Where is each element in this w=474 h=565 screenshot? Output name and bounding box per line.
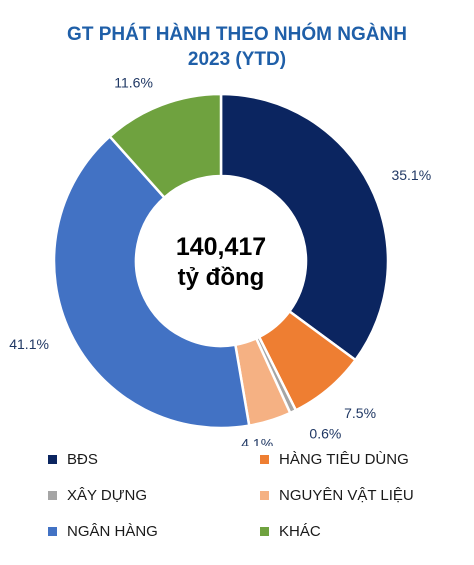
legend-item-hang-tieu-dung: HÀNG TIÊU DÙNG — [260, 451, 409, 468]
chart-legend: BĐS HÀNG TIÊU DÙNG XÂY DỰNG NGUYÊN VẬT LIỆU… — [0, 446, 474, 556]
legend-item-bds: BĐS — [48, 451, 98, 468]
data-label-hang-tieu-dung: 7.5% — [344, 405, 376, 421]
center-total-value: 140,417 — [176, 233, 266, 261]
legend-label: KHÁC — [279, 523, 321, 540]
legend-marker — [260, 455, 269, 464]
data-label-ngan-hang: 41.1% — [9, 336, 49, 352]
donut-chart: 35.1% 7.5%0.6% 4.1% 41.1% 11.6% 140,417 tỷ đồn… — [9, 75, 431, 446]
chart-title-line-1: GT PHÁT HÀNH THEO NHÓM NGÀNH — [67, 24, 407, 45]
data-label-nguyen-vat-lieu: 4.1% — [241, 436, 273, 446]
center-total-unit: tỷ đồng — [178, 264, 265, 291]
legend-marker — [48, 527, 57, 536]
legend-label: BĐS — [67, 451, 98, 468]
legend-label: NGÂN HÀNG — [67, 523, 158, 540]
legend-marker — [48, 491, 57, 500]
legend-item-nguyen-vat-lieu: NGUYÊN VẬT LIỆU — [260, 487, 414, 504]
legend-marker — [260, 527, 269, 536]
data-label-khac: 11.6% — [114, 75, 153, 91]
chart-title: GT PHÁT HÀNH THEO NHÓM NGÀNH 2023 (YTD) — [0, 22, 474, 72]
legend-marker — [48, 455, 57, 464]
legend-marker — [260, 491, 269, 500]
legend-item-khac: KHÁC — [260, 523, 321, 540]
legend-item-ngan-hang: NGÂN HÀNG — [48, 523, 158, 540]
chart-title-line-2: 2023 (YTD) — [187, 49, 287, 70]
slice-bds — [219, 92, 390, 362]
legend-label: XÂY DỰNG — [67, 487, 148, 504]
data-label-xay-dung: 0.6% — [309, 425, 341, 441]
data-label-bds: 35.1% — [391, 167, 431, 183]
slice-khac — [108, 92, 223, 199]
legend-label: NGUYÊN VẬT LIỆU — [279, 487, 414, 504]
slice-ngan-hang — [52, 135, 251, 430]
legend-item-xay-dung: XÂY DỰNG — [48, 487, 147, 504]
legend-label: HÀNG TIÊU DÙNG — [279, 451, 409, 468]
